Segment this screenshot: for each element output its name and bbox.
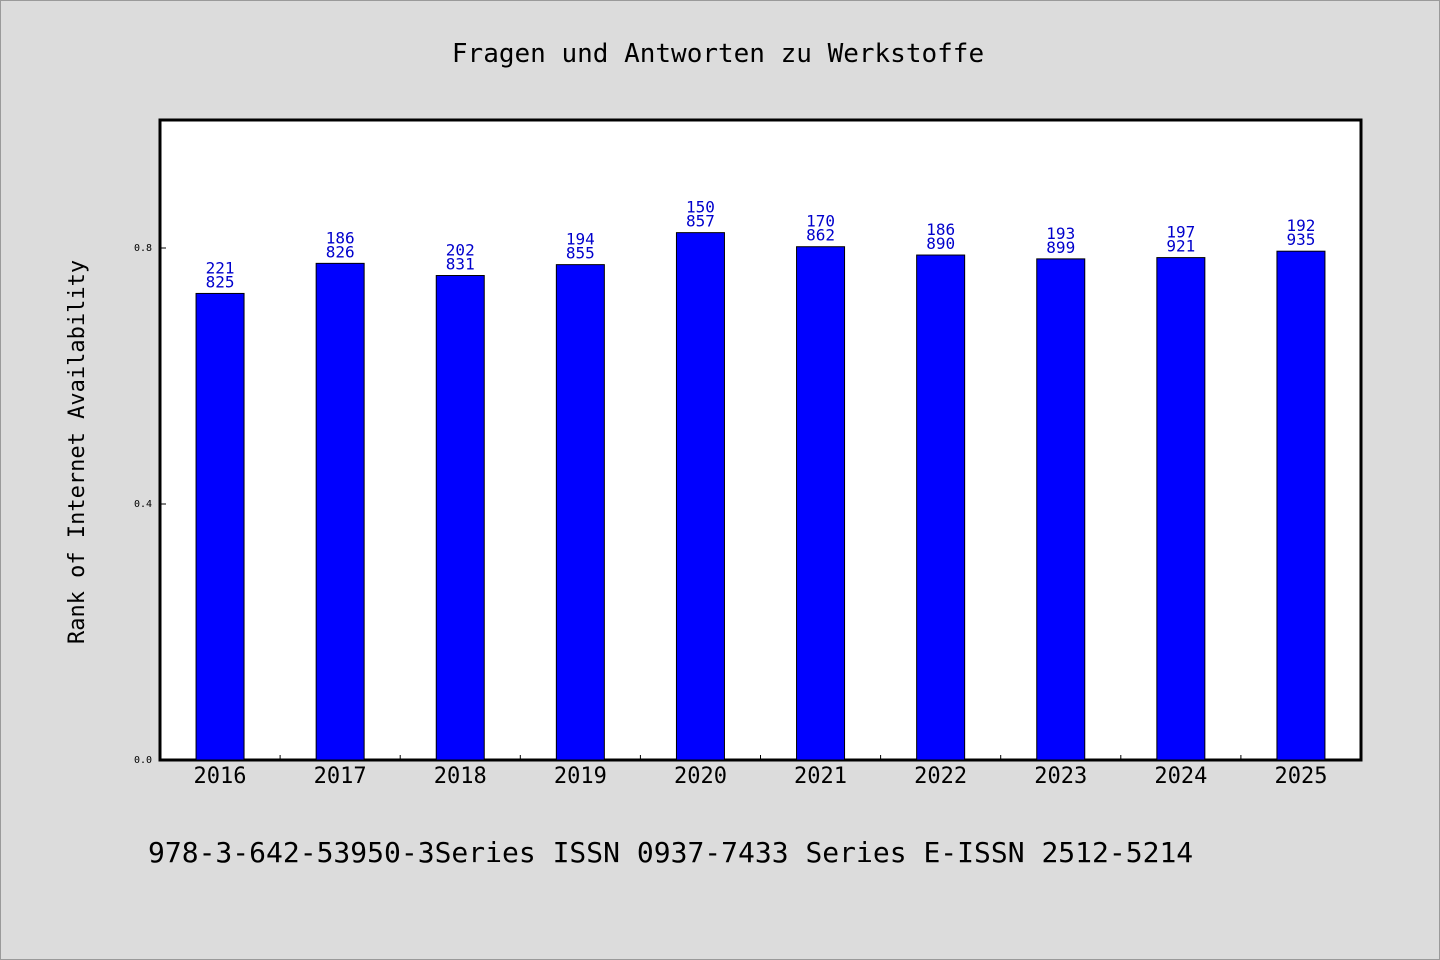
x-tick-label-2025: 2025 [1274,764,1327,789]
bar-2021 [796,246,846,761]
x-tick-label-2024: 2024 [1154,764,1207,789]
y-tick-label-0.8: 0.8 [134,243,152,254]
chart-title: Fragen und Antworten zu Werkstoffe [452,39,984,69]
data-label-top-2017: 186 [326,228,355,247]
data-label-bottom-2021: 862 [806,226,835,245]
bar-2025 [1276,250,1326,761]
x-tick-label-2020: 2020 [674,764,727,789]
bar-2019 [555,264,605,761]
tick-marks [160,247,1242,761]
data-label-top-2025: 192 [1286,216,1315,235]
data-label-top-2018: 202 [446,241,475,260]
x-tick-label-2023: 2023 [1034,764,1087,789]
data-label-bottom-2025: 935 [1286,230,1315,249]
y-tick-label-0.0: 0.0 [134,755,152,766]
x-tick-label-2016: 2016 [194,764,247,789]
bars-group [195,232,1326,761]
data-label-bottom-2018: 831 [446,255,475,274]
data-label-bottom-2019: 855 [566,244,595,263]
data-label-top-2024: 197 [1166,223,1195,242]
bar-2023 [1036,258,1086,761]
x-tick-labels: 2016 2017 2018 2019 2020 2021 2022 2023 2024 2025 [194,764,1328,789]
bar-2024 [1156,257,1206,761]
bar-2017 [315,262,365,761]
x-tick-label-2021: 2021 [794,764,847,789]
data-label-top-2021: 170 [806,212,835,231]
data-label-top-2020: 150 [686,198,715,217]
data-label-top-2019: 194 [566,230,595,249]
data-label-bottom-2022: 890 [926,234,955,253]
x-tick-label-2018: 2018 [434,764,487,789]
x-tick-label-2019: 2019 [554,764,607,789]
bar-2016 [195,292,245,761]
data-label-bottom-2020: 857 [686,212,715,231]
y-tick-label-0.4: 0.4 [134,499,152,510]
bar-2018 [435,275,485,761]
data-label-bottom-2016: 825 [206,272,235,291]
data-label-bottom-2023: 899 [1046,238,1075,257]
y-tick-labels: 0.0 0.4 0.8 [134,243,152,766]
bar-2022 [916,254,966,761]
footer-text: 978-3-642-53950-3Series ISSN 0937-7433 S… [148,836,1193,869]
y-axis-label: Rank of Internet Availability [65,260,90,644]
data-label-top-2016: 221 [206,258,235,277]
x-tick-label-2017: 2017 [314,764,367,789]
bar-2020 [675,232,725,761]
data-label-top-2022: 186 [926,220,955,239]
data-label-bottom-2024: 921 [1166,237,1195,256]
x-tick-label-2022: 2022 [914,764,967,789]
data-label-bottom-2017: 826 [326,242,355,261]
data-label-top-2023: 193 [1046,224,1075,243]
